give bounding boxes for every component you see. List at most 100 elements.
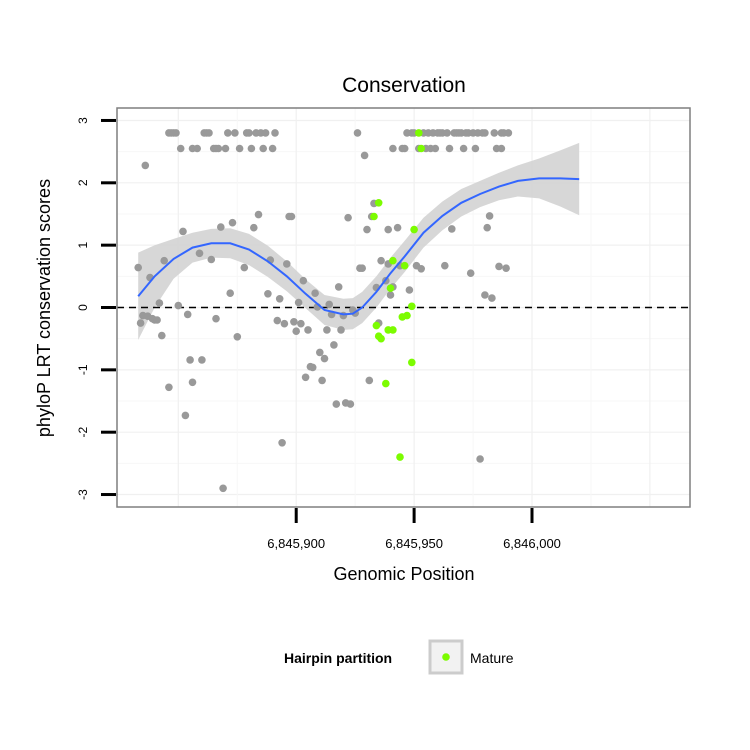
data-point — [231, 129, 239, 137]
data-point — [325, 300, 334, 309]
data-point-mature — [417, 144, 426, 153]
data-point — [476, 455, 484, 463]
data-point — [219, 484, 227, 493]
data-point — [250, 223, 258, 232]
data-point — [495, 262, 503, 271]
data-point-mature — [372, 321, 381, 330]
data-point-mature — [386, 284, 395, 293]
data-point-mature — [410, 225, 418, 234]
data-point — [259, 144, 268, 153]
data-point — [217, 223, 225, 231]
data-point — [183, 310, 192, 319]
data-point — [165, 383, 173, 392]
data-point — [483, 223, 492, 232]
legend-label-mature: Mature — [470, 650, 514, 666]
data-point — [136, 319, 145, 327]
data-point — [228, 218, 237, 227]
data-point — [393, 223, 402, 232]
data-point — [490, 129, 499, 137]
data-point-mature — [370, 212, 378, 221]
data-point — [224, 129, 232, 137]
data-point-mature — [408, 358, 416, 367]
data-point — [294, 298, 303, 307]
plot-panel — [116, 107, 691, 508]
data-point — [297, 319, 305, 328]
y-tick-label: 3 — [76, 117, 90, 124]
data-point — [155, 299, 164, 307]
data-point — [502, 264, 510, 273]
confidence-band — [138, 142, 580, 340]
data-point — [141, 161, 150, 170]
y-tick-label: -1 — [76, 364, 90, 375]
data-point-mature — [377, 334, 385, 343]
data-point — [353, 129, 362, 137]
data-point — [205, 129, 213, 137]
x-axis: 6,845,900 6,845,950 6,846,000 — [267, 508, 561, 551]
confidence-band-area — [138, 142, 580, 340]
data-point — [221, 144, 230, 153]
data-point — [207, 255, 216, 264]
data-point — [441, 261, 449, 270]
data-point — [134, 263, 142, 272]
data-point — [334, 283, 343, 291]
data-point — [431, 144, 440, 153]
data-point — [275, 295, 284, 303]
y-axis-title: phyloP LRT conservation scores — [34, 179, 54, 437]
data-point — [320, 354, 329, 363]
data-point — [214, 144, 223, 153]
data-point — [193, 144, 201, 153]
data-point — [332, 400, 341, 408]
data-point — [292, 327, 301, 336]
data-point — [481, 129, 489, 137]
data-point — [198, 356, 206, 364]
data-point — [240, 263, 249, 272]
data-point — [271, 129, 279, 137]
data-point — [377, 256, 385, 265]
data-point — [212, 314, 220, 323]
chart-title: Conservation — [342, 74, 466, 97]
data-point — [179, 227, 187, 236]
data-point-mature — [389, 256, 397, 265]
data-point — [400, 144, 409, 153]
data-point — [153, 316, 161, 324]
x-tick-label: 6,846,000 — [503, 536, 561, 551]
data-point-mature — [403, 311, 411, 320]
data-point — [181, 411, 190, 420]
data-point — [389, 144, 397, 153]
y-tick-label: 2 — [76, 179, 90, 186]
data-point — [188, 378, 197, 387]
data-point — [417, 265, 426, 273]
data-point-mature — [408, 302, 416, 311]
data-point — [160, 256, 168, 265]
data-point-mature — [382, 379, 390, 388]
data-point — [497, 144, 506, 153]
data-point — [466, 269, 475, 278]
legend-mature-marker — [442, 653, 450, 661]
data-point — [261, 129, 270, 137]
data-point — [337, 326, 345, 334]
data-point-mature — [396, 453, 404, 461]
data-point — [445, 144, 454, 153]
y-tick-label: 0 — [76, 304, 90, 311]
data-point — [158, 331, 166, 340]
data-point — [268, 144, 277, 153]
data-point — [344, 213, 352, 222]
data-point-mature — [374, 199, 383, 207]
data-point — [287, 212, 296, 221]
data-point — [172, 129, 180, 137]
x-axis-title: Genomic Position — [333, 564, 474, 584]
data-point — [405, 286, 414, 294]
data-point — [386, 291, 395, 299]
data-point — [233, 333, 242, 341]
data-point-mature — [389, 326, 397, 334]
data-point — [247, 144, 256, 153]
data-point — [459, 144, 468, 153]
data-point — [299, 276, 308, 285]
data-point — [283, 260, 291, 268]
x-tick-label: 6,845,900 — [267, 536, 325, 551]
data-point — [273, 316, 282, 325]
data-point — [443, 129, 451, 137]
legend: Hairpin partition Mature — [284, 639, 514, 675]
data-point — [245, 129, 253, 137]
